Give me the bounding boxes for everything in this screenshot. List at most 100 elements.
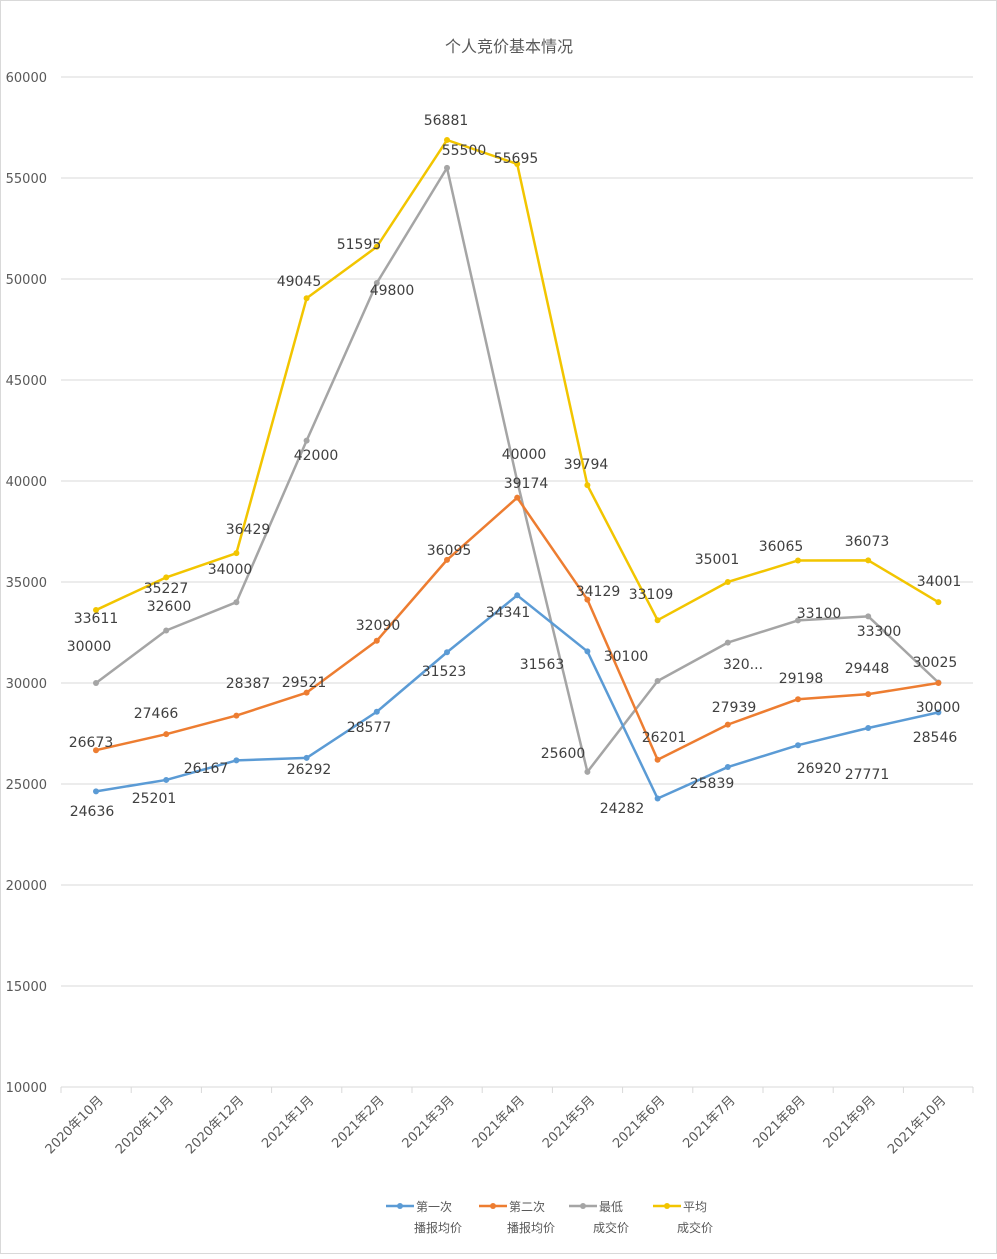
data-point — [584, 768, 591, 775]
data-point — [444, 137, 450, 144]
legend-label: 成交价 — [593, 1220, 629, 1235]
data-label: 27466 — [134, 706, 179, 722]
data-label: 35001 — [695, 552, 740, 568]
data-label: 34000 — [208, 562, 253, 578]
data-point — [724, 764, 731, 771]
data-label: 32090 — [356, 618, 401, 634]
legend-label: 播报均价 — [414, 1220, 462, 1235]
data-label: 29198 — [779, 671, 824, 687]
legend-label: 第二次 — [509, 1200, 545, 1214]
x-tick-label: 2020年11月 — [113, 1093, 177, 1157]
data-point — [373, 708, 380, 715]
data-point — [724, 639, 731, 646]
x-tick-label: 2021年5月 — [540, 1093, 598, 1151]
data-label: 27771 — [845, 767, 890, 783]
data-point — [935, 680, 942, 686]
data-point — [514, 494, 521, 501]
data-point — [865, 725, 872, 732]
data-point — [444, 556, 450, 563]
legend-marker-icon — [664, 1203, 670, 1209]
data-label: 28546 — [913, 730, 958, 746]
x-tick-label: 2020年10月 — [43, 1093, 107, 1157]
y-tick-label: 10000 — [6, 1081, 47, 1096]
data-point — [724, 578, 731, 585]
data-label: 27939 — [712, 700, 757, 716]
data-point — [163, 731, 170, 738]
data-label: 36065 — [759, 539, 804, 555]
data-label: 320... — [723, 657, 763, 673]
data-label: 36095 — [427, 543, 472, 559]
data-label: 56881 — [424, 113, 469, 129]
data-label: 35227 — [144, 581, 189, 597]
data-label: 55500 — [442, 143, 487, 159]
data-point — [935, 709, 942, 716]
data-point — [93, 680, 99, 686]
data-point — [654, 756, 661, 763]
x-tick-label: 2021年7月 — [680, 1093, 738, 1151]
x-tick-label: 2021年10月 — [885, 1093, 949, 1157]
data-label: 33300 — [857, 624, 902, 640]
data-label: 24636 — [70, 804, 115, 820]
y-tick-label: 55000 — [6, 172, 47, 187]
data-label: 40000 — [502, 447, 547, 463]
data-point — [163, 574, 170, 581]
data-point — [93, 747, 99, 754]
chart-title: 个人竞价基本情况 — [445, 37, 573, 56]
data-point — [303, 437, 310, 444]
legend-label: 成交价 — [677, 1220, 713, 1235]
y-tick-label: 60000 — [6, 71, 47, 86]
data-point — [233, 757, 240, 764]
data-point — [233, 599, 240, 606]
data-point — [654, 617, 661, 624]
y-tick-label: 40000 — [6, 475, 47, 490]
data-point — [795, 742, 801, 749]
data-label: 31523 — [422, 664, 467, 680]
data-point — [865, 691, 872, 698]
data-label: 25201 — [132, 791, 177, 807]
data-point — [514, 478, 521, 484]
data-point — [654, 677, 661, 684]
data-label: 49045 — [277, 274, 322, 290]
data-point — [93, 607, 99, 614]
data-point — [93, 788, 99, 795]
data-point — [444, 164, 450, 171]
data-label: 26673 — [69, 735, 114, 751]
data-point — [865, 557, 872, 564]
data-point — [935, 599, 942, 606]
data-point — [233, 550, 240, 557]
data-label: 34001 — [917, 574, 962, 590]
x-tick-label: 2021年2月 — [329, 1093, 387, 1151]
data-label: 33611 — [74, 611, 119, 627]
x-tick-label: 2021年3月 — [400, 1093, 458, 1151]
data-point — [373, 637, 380, 644]
legend-label: 最低 — [599, 1200, 623, 1214]
data-point — [584, 596, 591, 603]
data-point — [163, 776, 170, 783]
data-label: 51595 — [337, 237, 382, 253]
data-label: 29521 — [282, 675, 327, 691]
data-point — [233, 712, 240, 719]
y-tick-label: 25000 — [6, 778, 47, 793]
x-tick-label: 2020年12月 — [183, 1093, 247, 1157]
data-label: 42000 — [294, 448, 339, 464]
data-point — [514, 592, 521, 599]
legend-marker-icon — [397, 1203, 403, 1209]
data-label: 31563 — [520, 657, 565, 673]
data-label: 36429 — [226, 522, 271, 538]
data-point — [303, 295, 310, 302]
data-point — [865, 613, 872, 620]
data-label: 49800 — [370, 283, 415, 299]
x-tick-label: 2021年8月 — [751, 1093, 809, 1151]
data-point — [163, 627, 170, 634]
data-label: 33100 — [797, 606, 842, 622]
x-tick-label: 2021年1月 — [259, 1093, 317, 1151]
legend-label: 第一次 — [416, 1200, 452, 1214]
data-label: 55695 — [494, 151, 539, 167]
data-point — [795, 617, 801, 624]
data-label: 25839 — [690, 776, 735, 792]
legend-marker-icon — [490, 1203, 496, 1209]
legend-label: 播报均价 — [507, 1220, 555, 1235]
data-label: 28577 — [347, 720, 392, 736]
data-label: 36073 — [845, 534, 890, 550]
